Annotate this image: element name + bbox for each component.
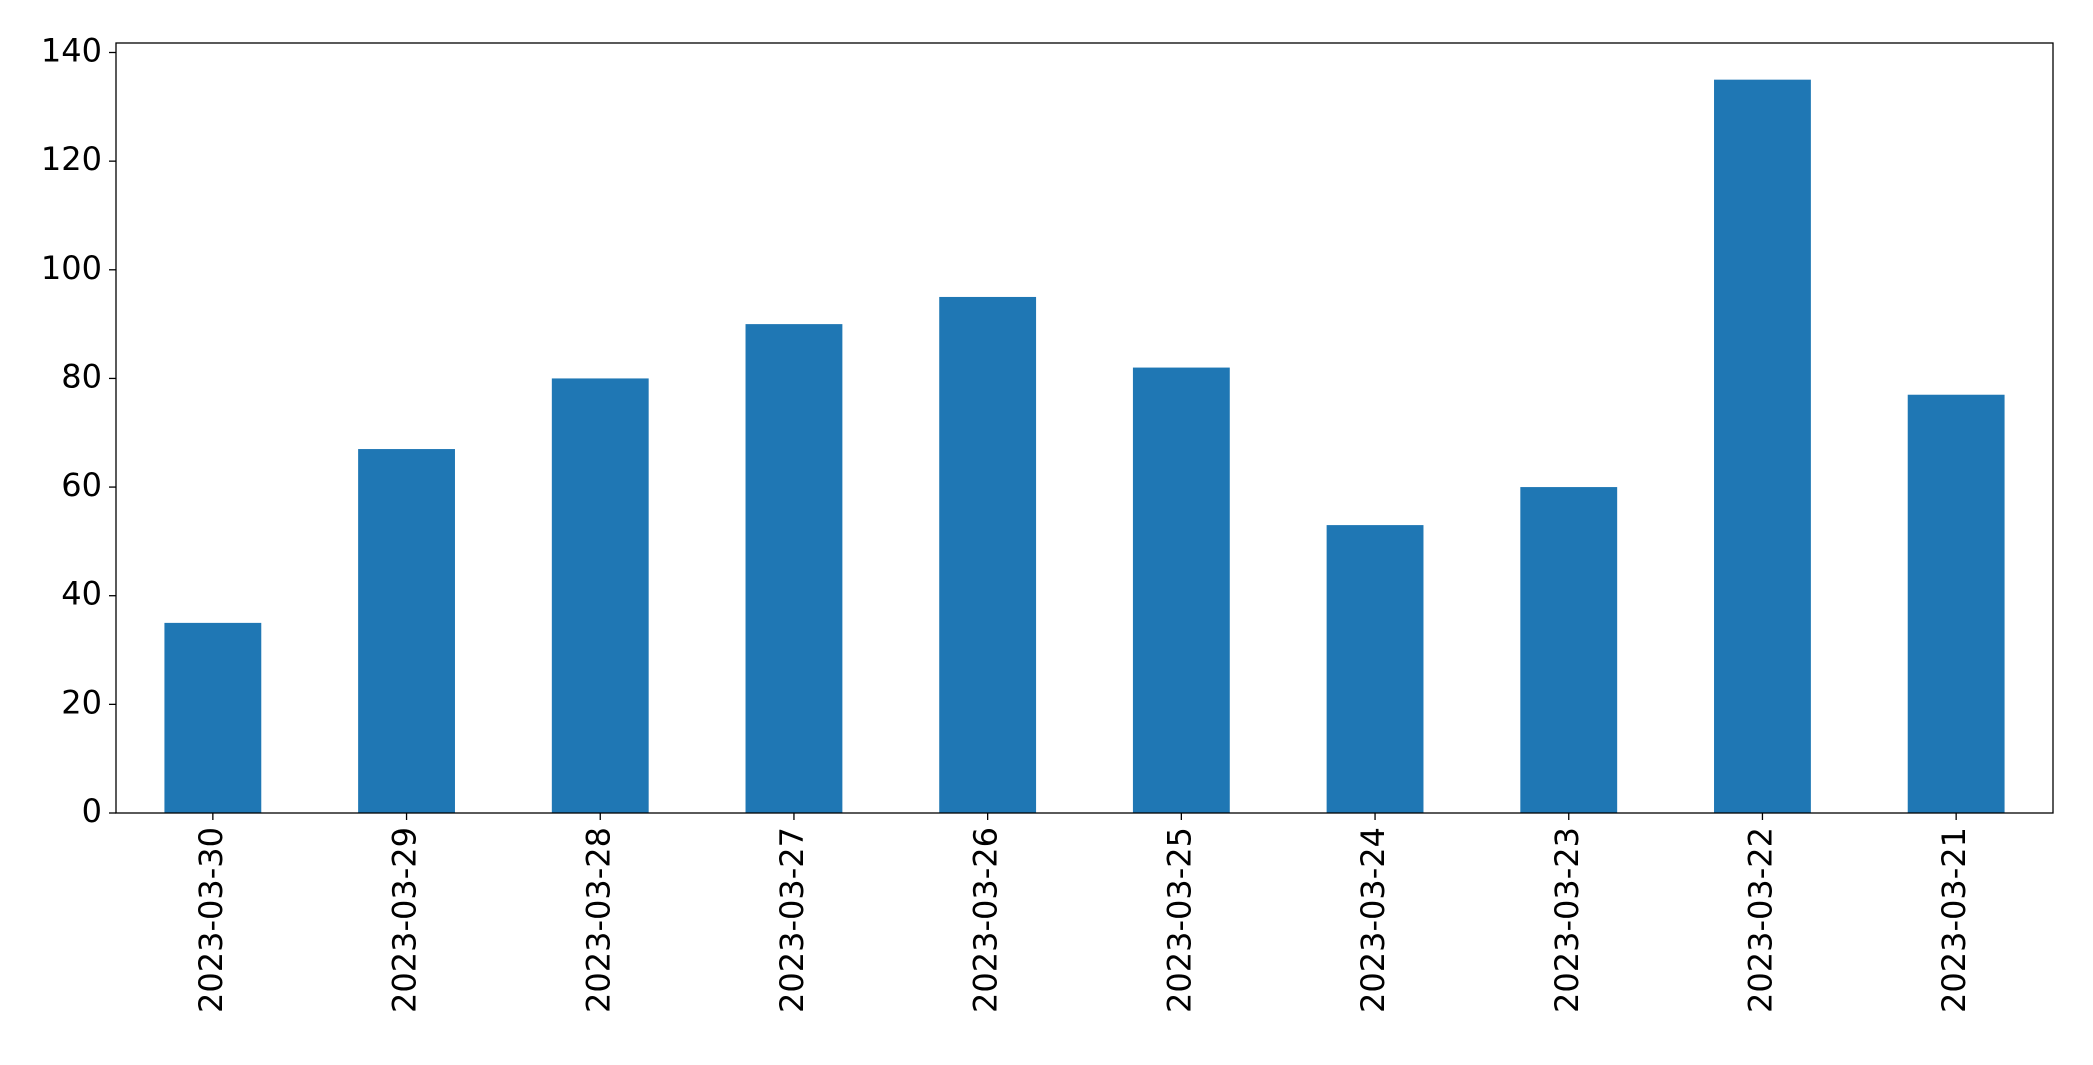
- y-tick-label: 100: [41, 249, 102, 287]
- y-tick-label: 140: [41, 32, 102, 70]
- y-tick-label: 0: [82, 792, 102, 830]
- y-tick-label: 80: [61, 357, 102, 395]
- x-tick-label: 2023-03-22: [1741, 827, 1779, 1013]
- bar: [358, 449, 455, 813]
- bar: [551, 378, 649, 813]
- x-tick-label: 2023-03-23: [1548, 827, 1586, 1013]
- x-tick-label: 2023-03-24: [1354, 827, 1392, 1013]
- y-tick-label: 20: [61, 683, 102, 721]
- y-tick-label: 60: [61, 466, 102, 504]
- bar: [939, 296, 1037, 813]
- x-tick-label: 2023-03-29: [386, 827, 424, 1013]
- bar: [745, 324, 843, 813]
- y-tick-label: 40: [61, 575, 102, 613]
- y-tick-label: 120: [41, 140, 102, 178]
- bar: [1132, 367, 1230, 813]
- x-tick-label: 2023-03-21: [1935, 827, 1973, 1013]
- bar: [1907, 394, 2005, 813]
- x-tick-label: 2023-03-28: [579, 827, 617, 1013]
- bar: [1326, 525, 1424, 813]
- x-tick-label: 2023-03-27: [773, 827, 811, 1013]
- axes-frame: [115, 42, 2054, 814]
- x-tick-label: 2023-03-26: [967, 827, 1005, 1013]
- x-tick-label: 2023-03-25: [1160, 827, 1198, 1013]
- bar: [164, 622, 262, 813]
- x-tick-label: 2023-03-30: [192, 827, 230, 1013]
- bar: [1520, 487, 1618, 813]
- bar: [1714, 79, 1811, 813]
